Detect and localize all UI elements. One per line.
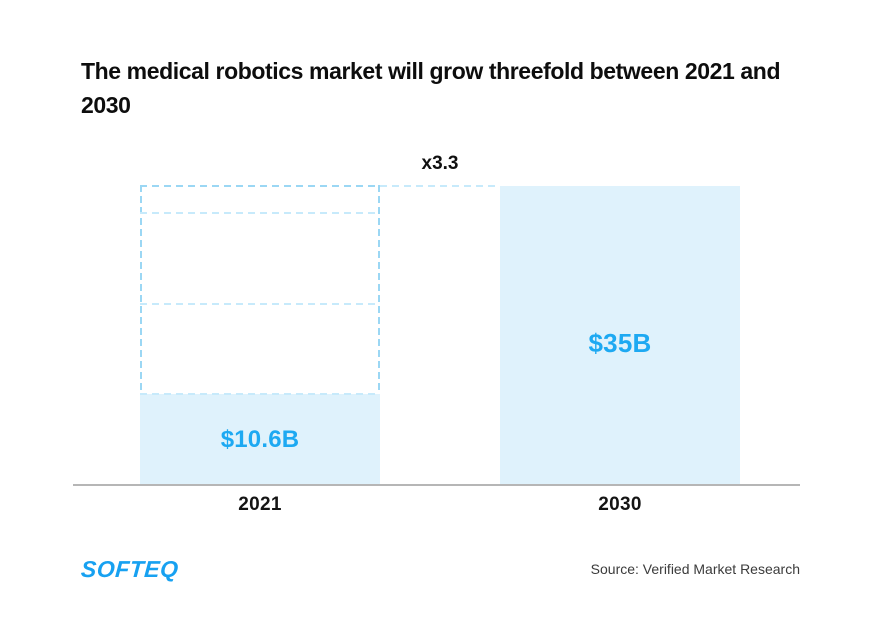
bar-2021: $10.6B [140, 394, 380, 485]
ghost-divider [140, 393, 380, 396]
source-attribution: Source: Verified Market Research [590, 561, 800, 577]
multiplier-label: x3.3 [421, 153, 459, 174]
bar-2030-value-label: $35B [588, 328, 652, 358]
bar-2030: $35B [500, 186, 740, 485]
bar-2021-value-label: $10.6B [220, 425, 300, 453]
ghost-projection-left-border [140, 185, 142, 395]
category-label-2030: 2030 [598, 494, 642, 515]
ghost-projection-right-border [378, 185, 380, 395]
ghost-projection-top-border [140, 185, 380, 187]
ghost-divider [140, 302, 380, 305]
ghost-divider [140, 212, 380, 215]
category-label-2021: 2021 [238, 494, 282, 515]
softeq-logo: SOFTEQ [80, 556, 180, 582]
axis-baseline [73, 484, 800, 486]
projection-connector-line [380, 185, 500, 187]
page-title: The medical robotics market will grow th… [81, 58, 781, 118]
